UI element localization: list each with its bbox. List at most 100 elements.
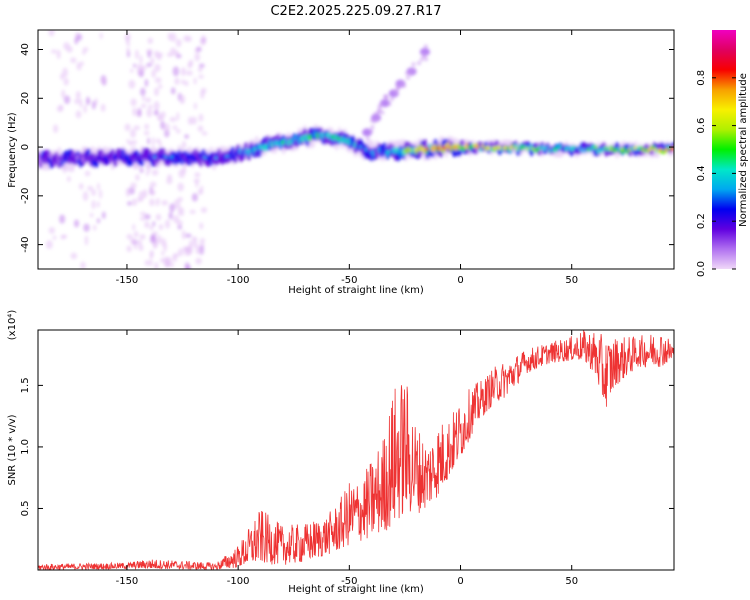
ridge-core [225, 154, 229, 158]
colorbar-label: Normalized spectral amplitude [738, 73, 749, 227]
ridge-core [670, 147, 674, 152]
ridge-core [253, 147, 257, 151]
noise-blob [134, 49, 139, 60]
branch-noise [380, 110, 385, 115]
noise-blob [175, 38, 182, 48]
colorbar-tick-label: 0.2 [696, 213, 707, 229]
noise-blob [151, 69, 157, 78]
noise-blob [96, 218, 101, 224]
noise-blob [61, 89, 66, 99]
noise-blob [126, 47, 130, 53]
noise-blob [87, 185, 94, 191]
noise-blob [166, 52, 173, 57]
noise-blob [176, 112, 180, 121]
ridge-core [342, 138, 346, 142]
noise-blob [53, 124, 59, 133]
noise-blob [161, 250, 165, 256]
ridge-core [447, 146, 451, 150]
noise-blob [146, 108, 153, 118]
noise-blob [199, 38, 206, 46]
snr-series [38, 330, 674, 570]
noise-blob [174, 77, 180, 85]
noise-blob [61, 234, 68, 239]
ridge-core [647, 147, 652, 152]
noise-blob [142, 95, 146, 102]
y-tick-label: 1.5 [20, 377, 31, 393]
ridge-core [47, 157, 51, 161]
noise-blob [154, 77, 162, 84]
branch-noise [409, 72, 414, 77]
noise-blob [177, 182, 185, 192]
branch-noise [417, 61, 422, 66]
snr-multiplier-label: (x10⁴) [7, 310, 18, 341]
noise-blob [84, 170, 91, 177]
ridge-core [475, 145, 479, 150]
noise-blob [89, 212, 94, 218]
noise-blob [96, 201, 100, 208]
noise-blob [144, 123, 150, 130]
noise-blob [148, 104, 153, 109]
noise-blob [138, 244, 144, 252]
noise-blob [168, 211, 173, 220]
noise-blob [100, 77, 107, 84]
noise-blob [132, 107, 137, 117]
spectrogram-texture [38, 30, 674, 269]
branch-noise [424, 57, 429, 62]
noise-blob [158, 141, 163, 148]
ridge-core [53, 157, 57, 161]
noise-blob [126, 245, 132, 253]
noise-blob [137, 108, 142, 117]
noise-blob [124, 32, 131, 42]
noise-blob [170, 87, 176, 95]
noise-blob [149, 235, 156, 244]
noise-blob [101, 211, 106, 219]
noise-blob [133, 63, 137, 68]
noise-blob [181, 230, 186, 240]
noise-blob [63, 77, 69, 86]
noise-blob [140, 65, 147, 71]
noise-blob [194, 52, 201, 62]
noise-blob [155, 213, 162, 221]
noise-blob [180, 67, 187, 77]
branch-noise [379, 102, 384, 107]
branch-noise [372, 119, 377, 124]
noise-blob [83, 104, 87, 114]
ridge-core [203, 156, 207, 160]
ridge-core [503, 146, 507, 150]
noise-blob [199, 238, 206, 244]
noise-blob [184, 80, 189, 87]
noise-blob [198, 63, 205, 68]
snr-x-label: Height of straight line (km) [288, 584, 424, 595]
noise-blob [175, 220, 183, 226]
ridge-core [486, 146, 490, 150]
noise-blob [78, 183, 84, 190]
noise-blob [56, 49, 61, 60]
branch-noise [387, 101, 392, 106]
noise-blob [177, 197, 184, 202]
noise-blob [135, 174, 140, 181]
ridge-core [58, 157, 62, 161]
snr-panel: -150 -100 -50 0 50 0.5 1.0 1.5 Height of straig… [7, 310, 675, 595]
ridge-core [386, 150, 390, 154]
colorbar-tick-label: 0.8 [696, 70, 707, 86]
ridge-core [64, 157, 68, 161]
y-tick-label: 20 [20, 92, 31, 105]
snr-y-label: SNR (10 * v/v) [7, 414, 18, 485]
ridge-core [453, 145, 457, 149]
noise-blob [181, 140, 187, 149]
ridge-core [186, 155, 190, 159]
noise-blob [98, 189, 103, 199]
spectrogram-heatmap [38, 30, 674, 269]
ridge-core [214, 156, 218, 160]
ridge-core [542, 147, 546, 151]
branch-noise [411, 67, 416, 72]
noise-blob [129, 68, 134, 73]
noise-blob [167, 174, 173, 180]
noise-blob [85, 96, 90, 106]
noise-blob [84, 235, 89, 246]
noise-blob [169, 262, 175, 268]
noise-blob [99, 32, 103, 40]
noise-blob [133, 230, 139, 238]
ridge-core [275, 141, 279, 146]
ridge-core [158, 155, 162, 159]
